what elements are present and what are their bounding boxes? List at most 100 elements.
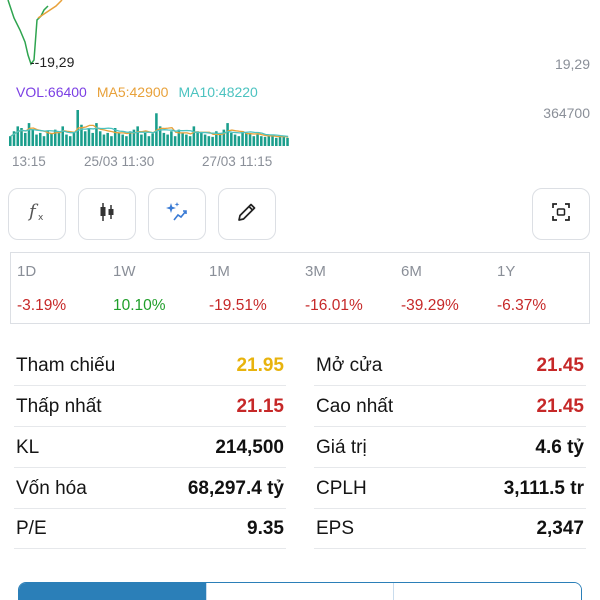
candlestick-icon [95,200,119,229]
volume-bar [83,131,87,146]
stat-value: 68,297.4 tỷ [187,478,284,499]
volume-bar [136,126,139,146]
volume-bar [35,134,38,146]
volume-bar [256,134,259,146]
period-label: 6M [401,263,422,280]
volume-bar [91,132,94,146]
stat-label: P/E [16,518,47,539]
volume-bar [12,131,16,146]
volume-bar [95,123,98,146]
stat-value: 21.15 [236,396,284,417]
period-label: 1D [17,263,37,280]
period-performance-table: 1D -3.19% 1W 10.10% 1M -19.51% 3M -16.01… [10,252,590,324]
volume-bar [177,129,181,146]
price-line [7,0,49,66]
volume-bar [80,124,83,146]
volume-bar [121,134,124,146]
volume-bars [9,110,289,146]
volume-bar [192,126,196,146]
volume-bar [222,129,226,146]
vol-indicator: VOL:66400 [16,84,87,100]
volume-bar [252,136,256,146]
stats-row: Vốn hóa 68,297.4 tỷ CPLH 3,111.5 tr [14,469,586,509]
ma10-volume-line [10,127,289,138]
stat-value: 21.95 [236,355,284,376]
stat-open: Mở cửa 21.45 [314,346,586,386]
indicator-row: VOL:66400 MA5:42900 MA10:48220 [16,84,268,100]
stat-pe: P/E 9.35 [14,509,286,549]
stat-value: 214,500 [215,437,284,458]
volume-bar [155,113,158,146]
section-tab[interactable] [19,583,207,600]
stat-shares-outstanding: CPLH 3,111.5 tr [314,469,586,509]
period-change: -3.19% [17,297,67,314]
pencil-icon [235,200,259,229]
volume-bar [23,132,27,146]
volume-bar [226,123,229,146]
ma-line [37,0,63,19]
stats-row: Thấp nhất 21.15 Cao nhất 21.45 [14,387,586,427]
volume-bar [286,137,289,146]
ma10-indicator: MA10:48220 [178,84,258,100]
fullscreen-icon [550,201,572,228]
date-label: 13:15 [12,154,46,169]
period-label: 1Y [497,263,516,280]
volume-bar [248,133,252,146]
volume-bar [132,129,136,146]
section-tab[interactable] [394,583,581,600]
stat-label: EPS [316,518,355,539]
chart-type-button[interactable] [78,188,136,240]
volume-bar [215,131,218,146]
fullscreen-button[interactable] [532,188,590,240]
period-cell-1m[interactable]: 1M -19.51% [203,253,299,323]
ai-analysis-button[interactable] [148,188,206,240]
volume-bar [147,136,151,146]
period-cell-6m[interactable]: 6M -39.29% [395,253,491,323]
low-price-marker: --19,29 [30,54,75,70]
volume-bar [20,128,23,146]
volume-bar [196,131,199,146]
volume-bar [260,136,263,146]
period-label: 3M [305,263,326,280]
period-cell-1w[interactable]: 1W 10.10% [107,253,203,323]
volume-bar [211,136,214,146]
stat-low: Thấp nhất 21.15 [14,387,286,427]
volume-bar [128,131,132,146]
volume-bar [173,136,177,146]
draw-button[interactable] [218,188,276,240]
volume-bar [72,132,76,146]
volume-bar [181,132,184,146]
stats-row: Tham chiếu 21.95 Mở cửa 21.45 [14,346,586,386]
volume-bar [102,134,106,146]
period-change: -39.29% [401,297,459,314]
price-chart[interactable]: --19,29 19,29 VOL:66400 MA5:42900 MA10:482… [0,0,600,180]
volume-bar [9,136,12,146]
volume-bar [207,136,211,146]
volume-bar [98,131,102,146]
stats-row: KL 214,500 Giá trị 4.6 tỷ [14,428,586,468]
volume-bar [68,136,72,146]
volume-bar [245,132,248,146]
period-cell-3m[interactable]: 3M -16.01% [299,253,395,323]
section-tabs [18,582,582,600]
stat-label: Thấp nhất [16,396,102,417]
volume-bar [271,136,274,146]
stat-label: Giá trị [316,437,367,458]
volume-bar [282,136,286,146]
stat-value: 9.35 [247,518,284,539]
volume-bar [230,132,233,146]
volume-bar [65,134,68,146]
volume-bar [16,126,20,146]
stats-row: P/E 9.35 EPS 2,347 [14,509,586,549]
date-label: 25/03 11:30 [84,154,155,169]
period-cell-1d[interactable]: 1D -3.19% [11,253,107,323]
period-label: 1M [209,263,230,280]
period-change: -19.51% [209,297,267,314]
section-tab[interactable] [206,583,395,600]
stat-label: Tham chiếu [16,355,116,376]
volume-bar [50,133,53,146]
period-cell-1y[interactable]: 1Y -6.37% [491,253,587,323]
stat-value: 21.45 [536,396,584,417]
